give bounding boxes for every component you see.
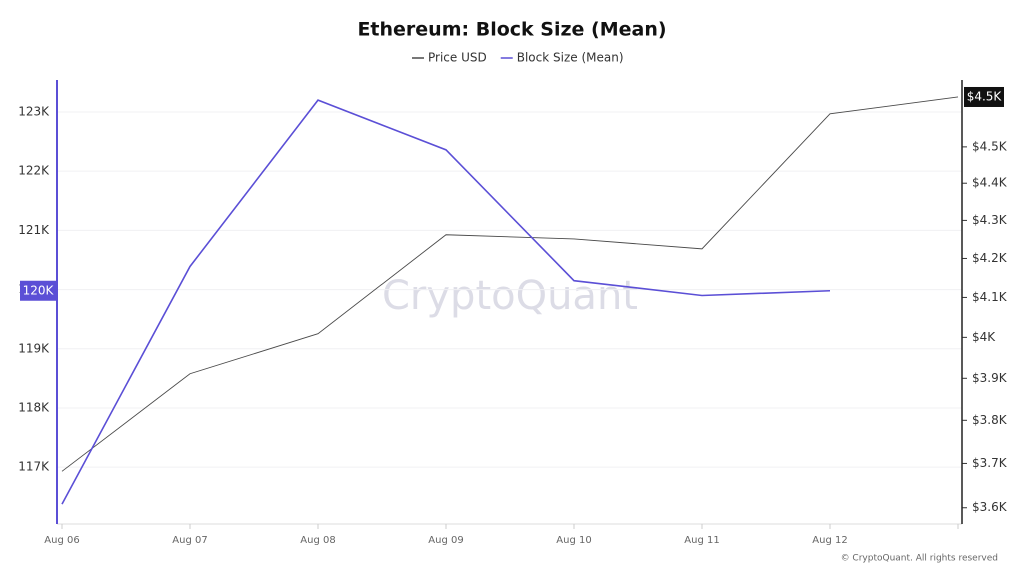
y-tick-label: 123K bbox=[18, 104, 50, 118]
x-tick-label: Aug 10 bbox=[556, 535, 591, 546]
x-tick-label: Aug 12 bbox=[812, 535, 847, 546]
series-line bbox=[61, 99, 831, 505]
legend-label: Block Size (Mean) bbox=[517, 51, 624, 65]
series-line bbox=[61, 96, 959, 472]
y2-tick-label: $4.5K bbox=[972, 139, 1008, 153]
x-tick-label: Aug 06 bbox=[44, 535, 79, 546]
y2-tick-label: $4.3K bbox=[972, 213, 1008, 227]
last-value-tag bbox=[20, 280, 56, 301]
y2-tick-label: $3.9K bbox=[972, 371, 1008, 385]
y-tick-label: 121K bbox=[18, 223, 50, 237]
last-value-label: $4.5K bbox=[967, 89, 1003, 103]
footer: © CryptoQuant. All rights reserved bbox=[841, 554, 998, 564]
y2-tick-label: $4K bbox=[972, 330, 996, 344]
y2-tick-label: $4.2K bbox=[972, 251, 1008, 265]
x-tick-label: Aug 09 bbox=[428, 535, 463, 546]
y-tick-label: 119K bbox=[18, 341, 50, 355]
last-value-tag bbox=[964, 86, 1004, 107]
last-value-label: 120K bbox=[23, 283, 55, 297]
y-tick-label: 122K bbox=[18, 164, 50, 178]
y2-tick-label: $3.6K bbox=[972, 500, 1008, 514]
y-tick-label: 118K bbox=[18, 400, 50, 414]
chart-title: Ethereum: Block Size (Mean) bbox=[357, 19, 666, 41]
x-tick-label: Aug 07 bbox=[172, 535, 207, 546]
legend-label: Price USD bbox=[428, 51, 487, 65]
watermark: CryptoQuant bbox=[382, 273, 638, 319]
x-tick-label: Aug 11 bbox=[684, 535, 719, 546]
y2-tick-label: $3.8K bbox=[972, 413, 1008, 427]
y2-tick-label: $3.7K bbox=[972, 456, 1008, 470]
y-tick-label: 117K bbox=[18, 460, 50, 474]
y2-tick-label: $4.4K bbox=[972, 176, 1008, 190]
x-tick-label: Aug 08 bbox=[300, 535, 335, 546]
y2-tick-label: $4.1K bbox=[972, 290, 1008, 304]
